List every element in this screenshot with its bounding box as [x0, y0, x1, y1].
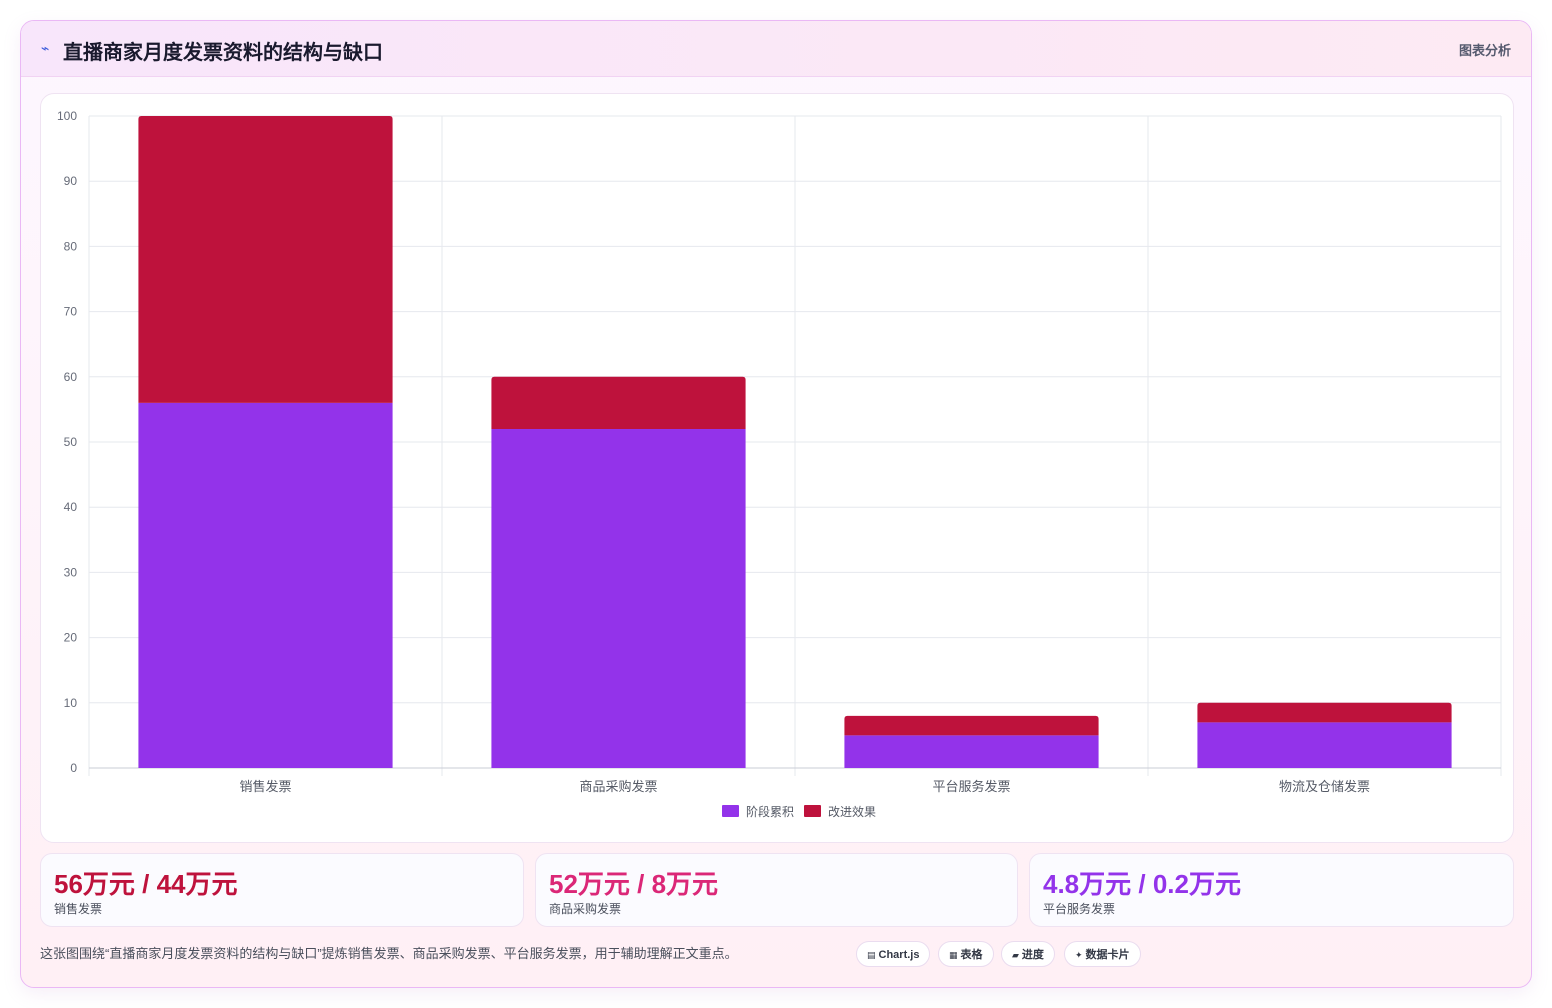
stat-card-purchase: 52万元 / 8万元 商品采购发票 [535, 853, 1018, 927]
bar-segment [491, 376, 746, 429]
pill-label: 数据卡片 [1085, 949, 1130, 961]
y-tick-label: 60 [64, 370, 78, 384]
chart-line-icon: ⌁ [41, 40, 50, 56]
chart-analysis-tag[interactable]: 图表分析 [1458, 43, 1511, 58]
y-tick-label: 50 [64, 435, 78, 449]
progress-icon: ▰ [1012, 950, 1019, 960]
chart-card: 0 10 20 30 40 50 60 70 80 90 100 销售发票 商品采购发票 平台服务发票 物流… [40, 93, 1514, 843]
y-tick-label: 90 [64, 174, 78, 188]
grid-icon: ▦ [949, 950, 958, 960]
stat-value: 56万元 / 44万元 [54, 869, 238, 899]
page-title: 直播商家月度发票资料的结构与缺口 [63, 42, 383, 64]
y-tick-label: 20 [64, 631, 78, 645]
sparkle-icon: ✦ [1075, 950, 1083, 960]
y-tick-label: 0 [70, 761, 77, 775]
y-tick-label: 30 [64, 565, 78, 579]
bar-segment [844, 735, 1099, 768]
pill-label: 表格 [960, 949, 983, 961]
y-tick-label: 70 [64, 305, 78, 319]
x-category-label: 物流及仓储发票 [1279, 779, 1370, 794]
footer-note: 这张图围绕“直播商家月度发票资料的结构与缺口”提炼销售发票、商品采购发票、平台服… [40, 946, 738, 961]
y-tick-label: 100 [57, 109, 77, 123]
stat-card-sales: 56万元 / 44万元 销售发票 [40, 853, 524, 927]
y-tick-label: 10 [64, 696, 78, 710]
stat-label: 商品采购发票 [549, 902, 622, 916]
y-tick-label: 40 [64, 500, 78, 514]
legend-label: 改进效果 [828, 804, 876, 819]
stat-label: 销售发票 [54, 902, 103, 916]
x-category-label: 平台服务发票 [932, 779, 1010, 794]
bar-segment [491, 428, 746, 768]
pill-label: Chart.js [878, 949, 920, 961]
x-category-label: 商品采购发票 [579, 779, 657, 794]
pill-chartjs[interactable]: ▤ Chart.js [856, 941, 931, 967]
stat-card-platform: 4.8万元 / 0.2万元 平台服务发票 [1029, 853, 1514, 927]
legend-label: 阶段累积 [746, 804, 794, 819]
stat-value: 52万元 / 8万元 [549, 869, 719, 899]
pill-progress[interactable]: ▰ 进度 [1001, 941, 1055, 967]
stat-label: 平台服务发票 [1043, 902, 1116, 916]
bar-segment [1197, 722, 1452, 768]
panel-header: ⌁ 直播商家月度发票资料的结构与缺口 图表分析 [21, 21, 1531, 77]
legend-swatch [722, 805, 739, 817]
bar-segment [1197, 702, 1452, 723]
y-tick-label: 80 [64, 239, 78, 253]
bar-segment [138, 402, 393, 768]
chart-panel: ⌁ 直播商家月度发票资料的结构与缺口 图表分析 0 10 20 30 40 50 60 70 8… [20, 20, 1532, 988]
pill-table[interactable]: ▦ 表格 [938, 941, 994, 967]
pill-data-card[interactable]: ✦ 数据卡片 [1064, 941, 1141, 967]
stacked-bar-chart: 0 10 20 30 40 50 60 70 80 90 100 销售发票 商品采购发票 平台服务发票 物流… [57, 109, 1502, 819]
table-icon: ▤ [867, 950, 876, 960]
stat-value: 4.8万元 / 0.2万元 [1043, 869, 1241, 899]
x-category-label: 销售发票 [239, 779, 291, 794]
pill-label: 进度 [1021, 949, 1044, 961]
bar-segment [138, 116, 393, 403]
legend-swatch [804, 805, 821, 817]
bar-segment [844, 715, 1099, 736]
